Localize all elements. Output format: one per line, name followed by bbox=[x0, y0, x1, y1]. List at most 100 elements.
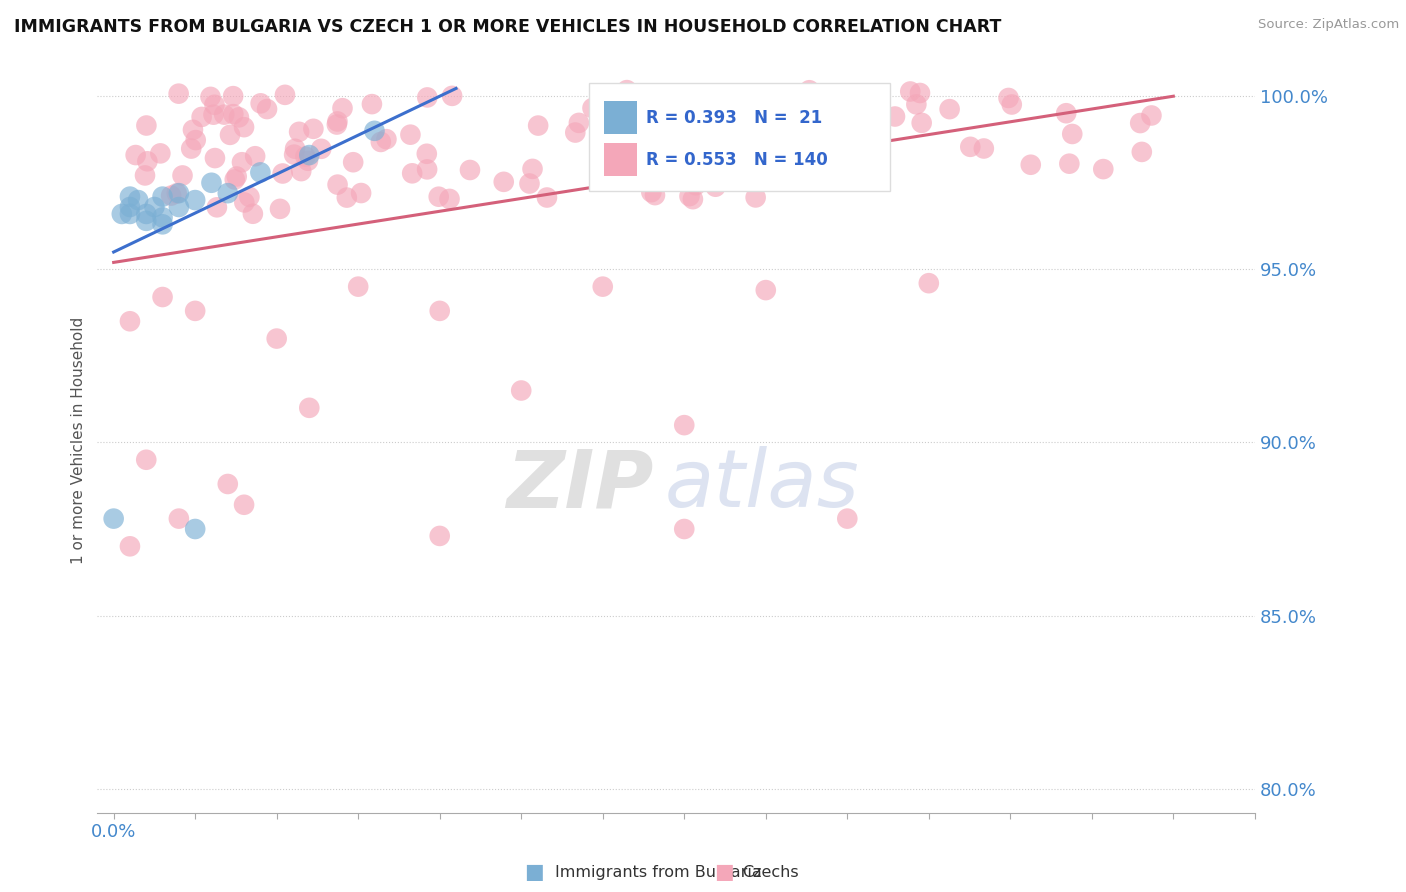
Point bbox=[212, 108, 235, 122]
Point bbox=[111, 207, 134, 221]
Point bbox=[908, 86, 931, 100]
Point bbox=[401, 166, 423, 180]
Point bbox=[204, 97, 226, 112]
Text: R = 0.553   N = 140: R = 0.553 N = 140 bbox=[645, 151, 828, 169]
Point bbox=[837, 511, 859, 525]
Point bbox=[673, 418, 696, 433]
Point bbox=[492, 175, 515, 189]
Point bbox=[118, 189, 141, 203]
Point bbox=[118, 314, 141, 328]
Text: ZIP: ZIP bbox=[506, 446, 652, 524]
Point bbox=[780, 128, 803, 143]
Point bbox=[898, 85, 921, 99]
Point bbox=[1129, 116, 1152, 130]
Point bbox=[118, 207, 141, 221]
Point bbox=[228, 111, 250, 125]
Point bbox=[1019, 158, 1042, 172]
Point bbox=[884, 110, 907, 124]
Point bbox=[225, 169, 247, 184]
Point bbox=[799, 83, 821, 97]
Point bbox=[370, 135, 392, 149]
Point bbox=[149, 146, 172, 161]
Point bbox=[124, 148, 146, 162]
Point bbox=[298, 401, 321, 415]
Point bbox=[744, 190, 766, 204]
Point bbox=[657, 153, 679, 167]
Point bbox=[1059, 157, 1081, 171]
Point bbox=[731, 156, 754, 170]
Point bbox=[911, 116, 934, 130]
Point bbox=[152, 217, 174, 231]
Point bbox=[363, 124, 385, 138]
Point bbox=[256, 102, 278, 116]
Point bbox=[283, 147, 305, 161]
Point bbox=[160, 188, 183, 202]
Point bbox=[416, 90, 439, 104]
Point bbox=[298, 148, 321, 162]
Point bbox=[118, 200, 141, 214]
Point bbox=[200, 176, 222, 190]
Point bbox=[640, 185, 662, 199]
Point bbox=[242, 207, 264, 221]
Point bbox=[1130, 145, 1153, 159]
Point bbox=[219, 128, 242, 142]
Point bbox=[284, 142, 307, 156]
Point bbox=[441, 88, 464, 103]
Point bbox=[294, 149, 316, 163]
Point bbox=[592, 279, 614, 293]
Point bbox=[439, 192, 461, 206]
Point bbox=[167, 186, 190, 201]
Point bbox=[167, 200, 190, 214]
Text: Source: ZipAtlas.com: Source: ZipAtlas.com bbox=[1258, 18, 1399, 31]
Point bbox=[135, 214, 157, 228]
Point bbox=[696, 107, 718, 121]
Text: atlas: atlas bbox=[665, 446, 859, 524]
Point bbox=[249, 165, 271, 179]
Point bbox=[118, 539, 141, 553]
Point bbox=[581, 101, 603, 115]
Point bbox=[1054, 106, 1077, 120]
Point bbox=[1001, 97, 1024, 112]
Point bbox=[568, 116, 591, 130]
Point bbox=[249, 96, 271, 111]
Point bbox=[997, 91, 1019, 105]
Bar bbox=[605, 143, 637, 177]
Point bbox=[152, 211, 174, 225]
Point bbox=[167, 511, 190, 525]
Point bbox=[238, 190, 260, 204]
Text: ■: ■ bbox=[714, 863, 734, 882]
Point bbox=[200, 90, 222, 104]
Point bbox=[274, 87, 297, 102]
Point bbox=[427, 190, 450, 204]
Point bbox=[375, 132, 398, 146]
Point bbox=[959, 140, 981, 154]
Point bbox=[224, 172, 246, 186]
Point bbox=[616, 83, 638, 97]
Point bbox=[717, 92, 740, 106]
Point bbox=[302, 121, 325, 136]
Point bbox=[309, 142, 332, 156]
Point bbox=[231, 155, 253, 169]
Text: R = 0.393   N =  21: R = 0.393 N = 21 bbox=[645, 109, 823, 127]
Point bbox=[361, 97, 384, 112]
Point bbox=[673, 522, 696, 536]
Point bbox=[336, 191, 359, 205]
Point bbox=[342, 155, 364, 169]
FancyBboxPatch shape bbox=[589, 84, 890, 192]
Point bbox=[519, 177, 541, 191]
Point bbox=[399, 128, 422, 142]
Point bbox=[217, 186, 239, 201]
Point bbox=[326, 118, 349, 132]
Point bbox=[416, 146, 439, 161]
Point bbox=[204, 151, 226, 165]
Point bbox=[152, 290, 174, 304]
Point bbox=[905, 97, 928, 112]
Point bbox=[266, 332, 288, 346]
Point bbox=[288, 125, 311, 139]
Text: ■: ■ bbox=[524, 863, 544, 882]
Point bbox=[682, 192, 704, 206]
Point bbox=[181, 123, 204, 137]
Point bbox=[820, 111, 842, 125]
Point bbox=[644, 188, 666, 202]
Point bbox=[166, 186, 188, 201]
